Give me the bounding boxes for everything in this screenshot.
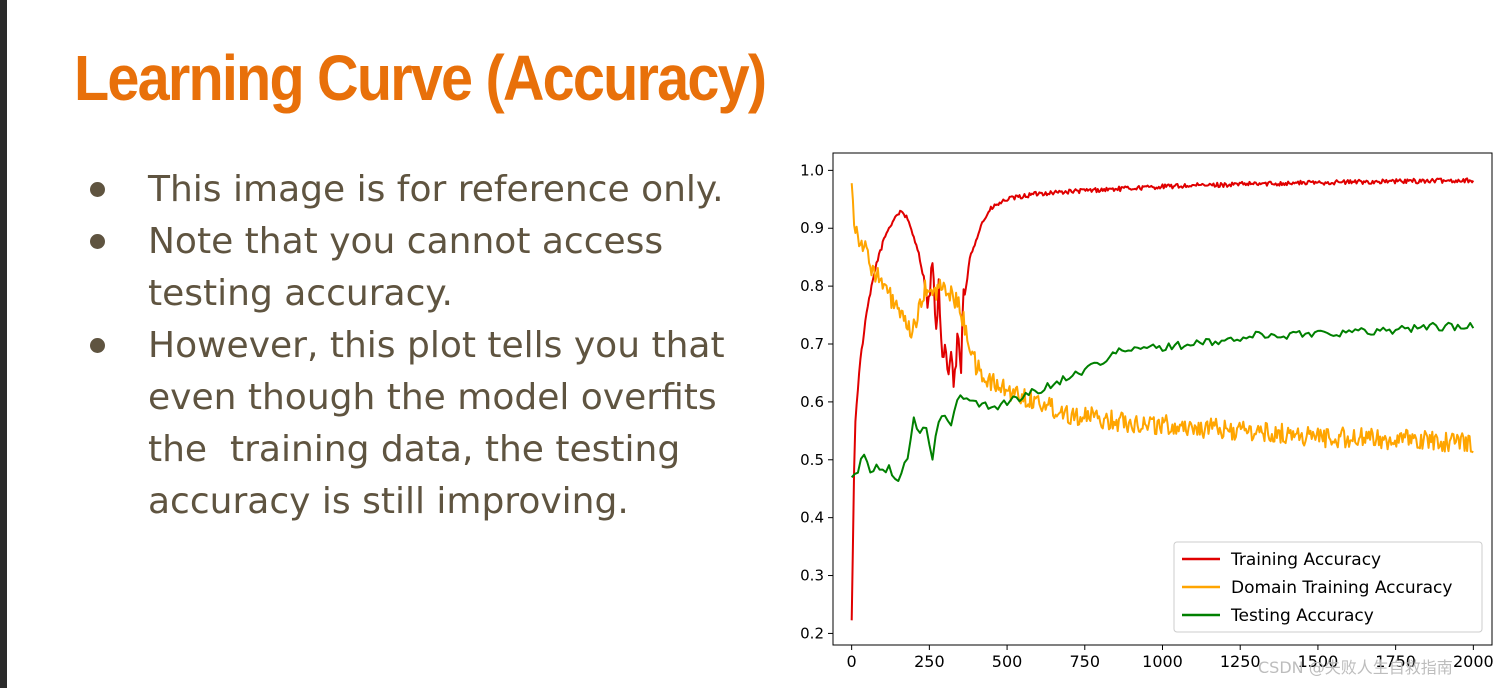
- y-tick-label: 0.6: [800, 393, 824, 411]
- bullet-dot: [90, 234, 105, 249]
- bullet-text: However, this plot tells you that even t…: [148, 325, 737, 522]
- bullet-list: This image is for reference only. Note t…: [90, 164, 780, 528]
- slide-title: Learning Curve (Accuracy): [74, 42, 767, 114]
- x-tick-label: 500: [992, 652, 1023, 671]
- bullet-dot: [90, 182, 105, 197]
- watermark: CSDN @失败人生自救指南: [1258, 658, 1453, 677]
- y-tick-label: 0.3: [800, 567, 824, 585]
- x-tick-label: 1750: [1375, 652, 1416, 671]
- x-tick-label: 1250: [1220, 652, 1261, 671]
- x-tick-label: 2000: [1453, 652, 1494, 671]
- bullet-item: Note that you cannot access testing accu…: [90, 216, 780, 320]
- y-tick-label: 0.2: [800, 624, 824, 642]
- series-line-domain-training-accuracy: [850, 183, 1474, 454]
- x-tick-label: 1500: [1298, 652, 1339, 671]
- legend-label: Training Accuracy: [1230, 550, 1381, 570]
- learning-curve-chart: 0 250 500 750 1000 1250 1500 1750 2000 0.2 0.3 0.4 0…: [800, 152, 1494, 671]
- x-tick-label: 1000: [1142, 652, 1183, 671]
- window-edge: [0, 0, 7, 688]
- series-line-training-accuracy: [850, 177, 1475, 621]
- x-tick-label: 0: [847, 652, 857, 671]
- legend-label: Testing Accuracy: [1230, 606, 1374, 626]
- y-tick-label: 1.0: [800, 161, 824, 179]
- series-line-testing-accuracy: [850, 321, 1475, 482]
- bullet-item: This image is for reference only.: [90, 164, 780, 216]
- y-tick-label: 0.7: [800, 335, 824, 353]
- x-tick-label: 250: [914, 652, 945, 671]
- y-tick-label: 0.8: [800, 277, 824, 295]
- plot-area-frame: [832, 152, 1493, 646]
- x-tick-label: 750: [1070, 652, 1101, 671]
- y-tick-label: 0.9: [800, 219, 824, 237]
- bullet-text: Note that you cannot access testing accu…: [148, 221, 675, 314]
- legend-box: [1173, 541, 1483, 633]
- bullet-item: However, this plot tells you that even t…: [90, 320, 780, 528]
- legend-label: Domain Training Accuracy: [1231, 578, 1452, 598]
- y-tick-label: 0.5: [800, 451, 824, 469]
- y-tick-label: 0.4: [800, 509, 824, 527]
- bullet-dot: [90, 338, 105, 353]
- bullet-text: This image is for reference only.: [148, 169, 724, 210]
